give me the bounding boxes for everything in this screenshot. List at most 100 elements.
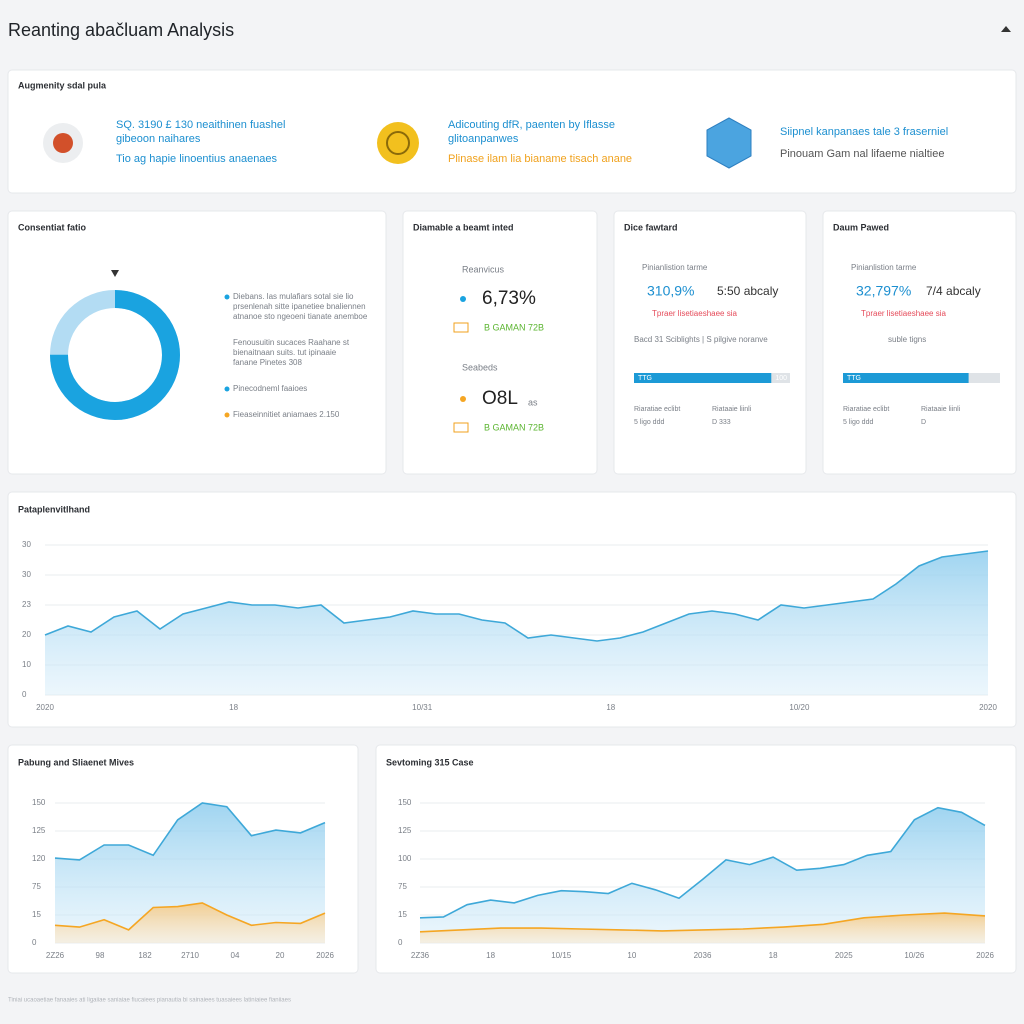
card-title: Daum Pawed xyxy=(833,222,889,232)
x-tick-label: 2020 xyxy=(36,703,54,712)
area-fill xyxy=(55,902,325,943)
metric-label: Reanvicus xyxy=(462,264,505,274)
x-tick-label: 2026 xyxy=(316,951,334,960)
stat-alert: Tpraer lisetiaeshaee sia xyxy=(861,309,946,318)
y-tick-label: 20 xyxy=(22,630,31,639)
x-tick-label: 2025 xyxy=(835,951,853,960)
y-tick-label: 120 xyxy=(32,854,46,863)
badge xyxy=(453,422,469,433)
y-tick-label: 75 xyxy=(398,882,407,891)
item-line: Siipnel kanpanaes tale 3 fraserniel xyxy=(780,126,948,138)
progress-bar xyxy=(843,373,969,383)
donut-arc xyxy=(50,290,180,420)
y-tick-label: 15 xyxy=(32,910,41,919)
stat-card xyxy=(613,210,807,475)
icon xyxy=(386,131,410,155)
y-tick-label: 23 xyxy=(22,600,31,609)
x-tick-label: 98 xyxy=(96,951,105,960)
icon xyxy=(377,122,419,164)
x-tick-label: 2020 xyxy=(979,703,997,712)
y-tick-label: 15 xyxy=(398,910,407,919)
y-tick-label: 0 xyxy=(22,690,27,699)
x-tick-label: 2026 xyxy=(976,951,994,960)
x-tick-label: 2Z36 xyxy=(411,951,430,960)
card-title: Dice fawtard xyxy=(624,222,678,232)
x-tick-label: 2710 xyxy=(181,951,199,960)
stat-note: Bacd 31 Sciblights | S pilgive noranve xyxy=(634,335,768,344)
x-tick-label: 2036 xyxy=(694,951,712,960)
stat-label: Pinianlistion tarme xyxy=(851,263,917,272)
series-line xyxy=(419,912,986,933)
progress-bar xyxy=(634,373,772,383)
stat-value: 32,797% xyxy=(856,283,911,299)
x-tick-label: 10/31 xyxy=(412,703,433,712)
area-fill xyxy=(420,913,985,943)
y-tick-label: 150 xyxy=(398,798,412,807)
x-tick-label: 18 xyxy=(229,703,238,712)
footer-text: Tiniai ucaoaetiae fanaaies ati ligaiiae … xyxy=(8,998,291,1004)
badge xyxy=(453,322,469,333)
stat-foot: 5 ligo ddd xyxy=(843,419,873,426)
icon xyxy=(706,117,752,169)
x-tick-label: 2Z26 xyxy=(46,951,65,960)
legend-text: prsenlenah sitte ipanetiee bnaliennen xyxy=(233,302,366,311)
legend-text: bienaitnaan suits. tut ipinaaie xyxy=(233,348,337,357)
stat-value: 310,9% xyxy=(647,283,694,299)
stat-foot: Riataaie liinli xyxy=(712,406,752,413)
metric-unit: as xyxy=(528,397,538,407)
chart-title: Pabung and Sliaenet Mives xyxy=(18,757,134,767)
item-line: Pinouam Gam nal lifaeme nialtiee xyxy=(780,148,944,160)
legend-text: fanane Pinetes 308 xyxy=(233,358,302,367)
legend-text: Diebans. las mulafiars sotal sie lio xyxy=(233,292,354,301)
card-title: Diamable a beamt inted xyxy=(413,222,514,232)
stat-note: suble tigns xyxy=(888,335,926,344)
metric-label: Seabeds xyxy=(462,362,498,372)
metric-dot xyxy=(460,296,466,302)
marker xyxy=(111,270,119,277)
summary-title: Augmenity sdal pula xyxy=(18,80,107,90)
y-tick-label: 30 xyxy=(22,540,31,549)
y-tick-label: 0 xyxy=(32,938,37,947)
metric-sub: B GAMAN 72B xyxy=(484,422,544,432)
item-line: Plinase ilam lia bianame tisach anane xyxy=(448,153,632,165)
stat-value2: 7/4 abcaly xyxy=(926,284,981,298)
card-title: Consentiat fatio xyxy=(18,222,87,232)
area-fill xyxy=(420,807,985,943)
y-tick-label: 75 xyxy=(32,882,41,891)
stat-label: Pinianlistion tarme xyxy=(642,263,708,272)
legend-text: Pinecodneml faaioes xyxy=(233,384,307,393)
x-tick-label: 18 xyxy=(606,703,615,712)
y-tick-label: 0 xyxy=(398,938,403,947)
x-tick-label: 10/20 xyxy=(789,703,810,712)
y-tick-label: 100 xyxy=(398,854,412,863)
stat-value2: 5:50 abcaly xyxy=(717,284,778,298)
progress-label: 100 xyxy=(775,375,787,382)
x-tick-label: 04 xyxy=(231,951,240,960)
x-tick-label: 18 xyxy=(769,951,778,960)
stat-foot: Riataaie liinli xyxy=(921,406,961,413)
x-tick-label: 10/26 xyxy=(904,951,925,960)
menu-icon[interactable] xyxy=(1001,26,1011,32)
y-tick-label: 30 xyxy=(22,570,31,579)
x-tick-label: 182 xyxy=(138,951,152,960)
progress-label: TTG xyxy=(638,375,652,382)
icon xyxy=(53,133,73,153)
series-line xyxy=(54,902,326,931)
chart-title: Pataplenvitlhand xyxy=(18,504,90,514)
metric-value: 6,73% xyxy=(482,288,536,309)
progress-label: TTG xyxy=(847,375,861,382)
legend-text: atnanoe sto ngeoeni tianate anemboe xyxy=(233,312,368,321)
stat-foot: Riaratiae eclibt xyxy=(843,406,889,413)
legend-dot xyxy=(224,386,230,392)
x-tick-label: 10/15 xyxy=(551,951,572,960)
item-line: gibeoon naihares xyxy=(116,133,201,145)
y-tick-label: 150 xyxy=(32,798,46,807)
legend-text: Fenousuitin sucaces Raahane st xyxy=(233,338,350,347)
page-title: Reanting abačluam Analysis xyxy=(8,20,234,40)
stat-foot: D xyxy=(921,419,926,426)
series-line xyxy=(419,806,986,919)
stat-foot: D 333 xyxy=(712,419,731,426)
metric-sub: B GAMAN 72B xyxy=(484,322,544,332)
